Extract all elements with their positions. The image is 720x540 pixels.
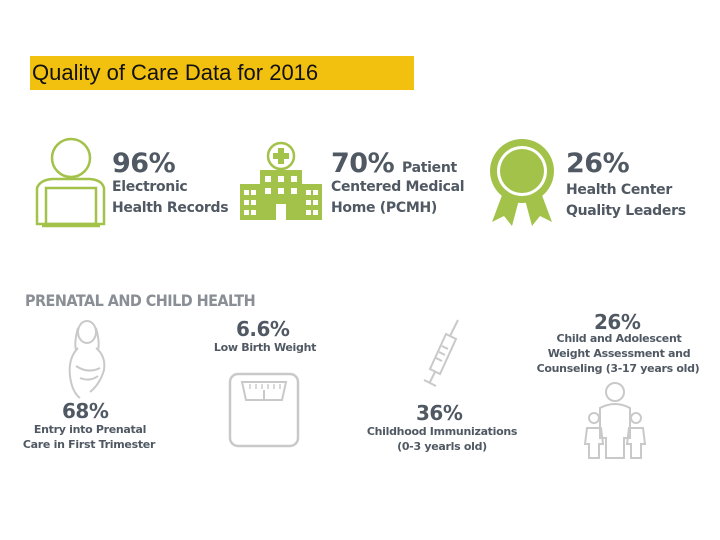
quality-percent: 26% (566, 148, 630, 179)
immunization-percent: 36% (416, 401, 463, 425)
ehr-label-line1: Electronic (112, 179, 188, 195)
pcmh-label-inline: Patient (402, 160, 457, 176)
scale-icon (228, 372, 300, 448)
prenatal-entry-percent: 68% (62, 399, 109, 423)
pcmh-label-line1: Centered Medical (331, 179, 465, 195)
pcmh-percent: 70% (331, 148, 395, 179)
syringe-icon (423, 319, 459, 387)
immunization-line2: (0-3 yearls old) (397, 440, 487, 453)
section-heading: PRENATAL AND CHILD HEALTH (25, 291, 256, 310)
hospital-icon (240, 141, 322, 220)
ehr-label-line2: Health Records (112, 200, 229, 216)
ehr-percent: 96% (112, 148, 176, 179)
pregnant-woman-icon (68, 320, 106, 399)
pcmh-label-line2: Home (PCMH) (331, 200, 437, 216)
award-ribbon-icon (490, 139, 554, 226)
prenatal-entry-line1: Entry into Prenatal (33, 423, 147, 436)
weight-assessment-line1: Child and Adolescent (556, 332, 682, 345)
weight-assessment-percent: 26% (594, 310, 641, 334)
weight-assessment-line2: Weight Assessment and (547, 347, 691, 360)
immunization-line1: Childhood Immunizations (366, 425, 518, 438)
weight-assessment-line3: Counseling (3-17 years old) (536, 362, 700, 375)
family-icon (583, 382, 647, 459)
computer-user-icon (35, 137, 106, 228)
prenatal-entry-line2: Care in First Trimester (22, 438, 156, 451)
birth-weight-label: Low Birth Weight (213, 341, 317, 354)
quality-label-line2: Quality Leaders (566, 203, 686, 219)
slide-title: Quality of Care Data for 2016 (30, 56, 414, 90)
birth-weight-percent: 6.6% (236, 317, 290, 341)
quality-label-line1: Health Center (566, 182, 672, 198)
